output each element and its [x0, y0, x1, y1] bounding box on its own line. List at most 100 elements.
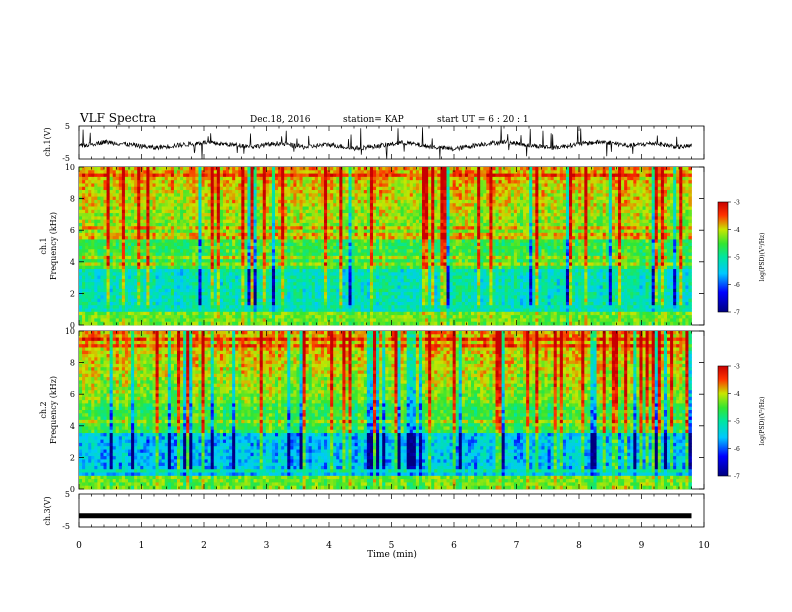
spectrogram-cell: [418, 236, 423, 240]
spectrogram-cell: [483, 246, 487, 250]
spectrogram-cell: [379, 170, 383, 174]
spectrogram-cell: [504, 199, 509, 204]
spectrogram-cell: [109, 190, 114, 194]
spectrogram-cell: [437, 190, 441, 194]
spectrogram-cell: [131, 222, 135, 227]
spectrogram-cell: [651, 216, 656, 221]
spectrogram-cell: [265, 196, 270, 201]
spectrogram-cell: [673, 242, 677, 247]
spectrogram-cell: [486, 203, 490, 207]
spectrogram-cell: [79, 193, 83, 198]
spectrogram-cell: [385, 246, 389, 250]
spectrogram-cell: [124, 176, 129, 181]
spectrogram-cell: [186, 226, 190, 230]
spectrogram-cell: [670, 242, 674, 247]
spectrogram-cell: [544, 173, 548, 178]
spectrogram-cell: [373, 180, 377, 184]
spectrogram-cell: [250, 242, 254, 247]
spectrogram-cell: [106, 246, 111, 250]
spectrogram-cell: [256, 190, 261, 194]
spectrogram-cell: [504, 167, 509, 171]
spectrogram-cell: [627, 226, 631, 230]
spectrogram-cell: [627, 199, 631, 204]
spectrogram-cell: [376, 213, 380, 217]
spectrogram-cell: [434, 216, 438, 221]
spectrogram-cell: [100, 246, 104, 250]
spectrogram-cell: [409, 226, 414, 230]
spectrogram-cell: [373, 229, 377, 234]
spectrogram-cell: [354, 216, 359, 221]
spectrogram-cell: [207, 209, 212, 214]
spectrogram-cell: [608, 186, 613, 191]
spectrogram-cell: [118, 199, 123, 204]
spectrogram-cell: [226, 186, 230, 191]
spectrogram-cell: [624, 199, 628, 204]
spectrogram-cell: [247, 196, 251, 201]
spectrogram-cell: [112, 236, 117, 240]
spectrogram-cell: [550, 246, 555, 250]
spectrogram-cell: [553, 239, 558, 244]
spectrogram-cell: [418, 232, 423, 237]
spectrogram-cell: [584, 170, 588, 174]
spectrogram-cell: [428, 213, 432, 217]
spectrogram-cell: [287, 193, 291, 198]
spectrogram-cell: [544, 196, 548, 201]
spectrogram-cell: [406, 232, 411, 237]
spectrogram-cell: [204, 209, 209, 214]
spectrogram-cell: [164, 186, 169, 191]
spectrogram-cell: [394, 239, 398, 244]
spectrogram-cell: [596, 226, 601, 230]
spectrogram-cell: [443, 199, 447, 204]
spectrogram-cell: [461, 193, 466, 198]
spectrogram-cell: [207, 196, 212, 201]
spectrogram-cell: [544, 206, 548, 211]
spectrogram-cell: [167, 222, 172, 227]
spectrogram-cell: [195, 216, 199, 221]
spectrogram-cell: [247, 193, 251, 198]
spectrogram-cell: [406, 193, 411, 198]
spectrogram-cell: [330, 170, 334, 174]
spectrogram-cell: [513, 173, 518, 178]
spectrogram-cell: [489, 167, 493, 171]
spectrogram-cell: [278, 180, 282, 184]
spectrogram-cell: [673, 239, 677, 244]
spectrogram-cell: [311, 196, 316, 201]
spectrogram-cell: [547, 180, 552, 184]
spectrogram-cell: [94, 219, 98, 224]
spectrogram-cell: [483, 216, 487, 221]
spectrogram-cell: [170, 232, 175, 237]
spectrogram-cell: [575, 193, 579, 198]
spectrogram-cell: [284, 209, 288, 214]
spectrogram-cell: [222, 193, 227, 198]
spectrogram-cell: [446, 190, 450, 194]
spectrogram-cell: [192, 213, 196, 217]
spectrogram-cell: [559, 196, 564, 201]
spectrogram-cell: [593, 226, 597, 230]
spectrogram-cell: [394, 246, 398, 250]
spectrogram-cell: [158, 173, 163, 178]
spectrogram-cell: [103, 180, 107, 184]
spectrogram-cell: [324, 246, 328, 250]
spectrogram-cell: [336, 206, 340, 211]
spectrogram-cell: [253, 190, 258, 194]
spectrogram-cell: [281, 193, 285, 198]
spectrogram-cell: [348, 193, 352, 198]
spectrogram-cell: [287, 216, 291, 221]
spectrogram-cell: [293, 232, 297, 237]
spectrogram-cell: [425, 170, 429, 174]
spectrogram-cell: [82, 232, 86, 237]
spectrogram-cell: [406, 180, 411, 184]
spectrogram-cell: [333, 232, 337, 237]
spectrogram-cell: [345, 209, 349, 214]
spectrogram-cell: [621, 170, 625, 174]
spectrogram-cell: [495, 183, 499, 188]
spectrogram-cell: [446, 176, 450, 181]
spectrogram-cell: [161, 209, 166, 214]
spectrogram-cell: [91, 183, 95, 188]
spectrogram-cell: [345, 213, 349, 217]
spectrogram-cell: [134, 173, 138, 178]
spectrogram-cell: [348, 167, 352, 171]
spectrogram-cell: [422, 222, 426, 227]
spectrogram-cell: [523, 193, 527, 198]
spectrogram-cell: [247, 236, 251, 240]
